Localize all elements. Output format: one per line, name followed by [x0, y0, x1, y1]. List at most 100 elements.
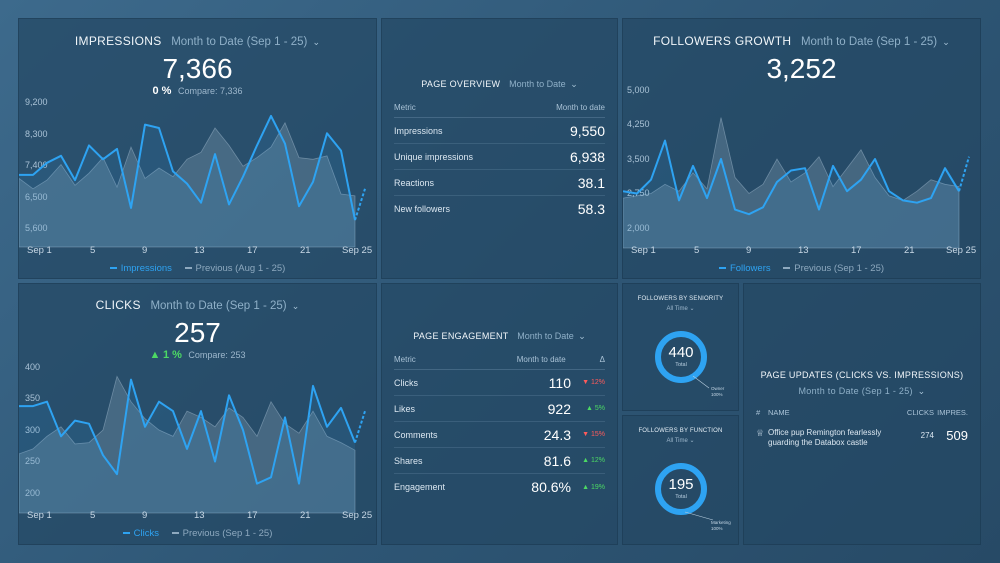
seniority-slice-pct: 100% — [711, 392, 723, 397]
legend-line-icon — [718, 267, 726, 270]
row-label: Engagement — [394, 482, 446, 492]
y-tick: 7,400 — [25, 160, 48, 170]
page-updates-title: PAGE UPDATES (CLICKS VS. IMPRESSIONS) — [760, 370, 964, 380]
projection-line — [354, 188, 366, 221]
impressions-compare-text: Compare: 7,336 — [177, 86, 243, 96]
impressions-legend: Impressions Previous (Aug 1 - 25) — [19, 263, 376, 274]
function-period-dropdown[interactable]: All Time ⌄ — [666, 438, 695, 444]
clicks-period-dropdown[interactable]: Month to Date (Sep 1 - 25) ⌄ — [150, 300, 299, 312]
y-tick: 250 — [25, 456, 40, 466]
page-overview-period-dropdown[interactable]: Month to Date ⌄ — [509, 79, 578, 89]
page-engagement-header: PAGE ENGAGEMENT Month to Date ⌄ — [382, 331, 617, 342]
x-tick: 9 — [746, 245, 752, 256]
page-engagement-panel: PAGE ENGAGEMENT Month to Date ⌄ Metric M… — [381, 283, 618, 545]
followers-growth-period-dropdown[interactable]: Month to Date (Sep 1 - 25) ⌄ — [801, 36, 950, 48]
x-tick: 13 — [194, 510, 205, 521]
impressions-period-dropdown[interactable]: Month to Date (Sep 1 - 25) ⌄ — [171, 36, 320, 48]
chevron-down-icon: ⌄ — [312, 37, 321, 47]
impressions-header: IMPRESSIONS Month to Date (Sep 1 - 25) ⌄ — [19, 34, 376, 48]
update-impressions: 509 — [946, 428, 968, 443]
x-tick: 5 — [90, 510, 96, 521]
table-row: Reactions 38.1 — [394, 170, 605, 196]
row-label: Reactions — [394, 177, 435, 188]
clicks-line-chart — [19, 375, 366, 514]
seniority-total-label: Total — [675, 362, 687, 368]
x-tick: 9 — [142, 245, 148, 256]
current-series-area — [19, 379, 355, 513]
y-tick: 8,300 — [25, 129, 48, 139]
y-tick: 400 — [25, 362, 41, 372]
donut-leader-line — [684, 511, 714, 521]
row-value: 80.6% — [531, 479, 571, 495]
col-metric: Metric — [394, 103, 416, 112]
page-overview-header: PAGE OVERVIEW Month to Date ⌄ — [382, 79, 617, 90]
x-tick: 13 — [798, 245, 809, 256]
row-label: Likes — [394, 403, 416, 414]
legend-line-icon — [184, 267, 192, 270]
chevron-down-icon: ⌄ — [291, 301, 300, 311]
impressions-period-label: Month to Date (Sep 1 - 25) — [171, 36, 308, 48]
col-month-to-date: Month to date — [556, 103, 605, 112]
current-series-line — [19, 378, 356, 485]
followers-growth-header: FOLLOWERS GROWTH Month to Date (Sep 1 - … — [623, 34, 980, 48]
row-label: Unique impressions — [394, 151, 474, 162]
col-month-to-date: Month to date — [516, 355, 566, 364]
previous-series-area — [623, 117, 960, 249]
function-donut-chart — [655, 463, 714, 521]
page-overview-title: PAGE OVERVIEW — [421, 79, 501, 89]
followers-growth-period-label: Month to Date (Sep 1 - 25) — [800, 36, 938, 48]
page-engagement-title: PAGE ENGAGEMENT — [413, 331, 509, 341]
chevron-down-icon: ⌄ — [570, 79, 578, 89]
table-header: Metric Month to date Δ — [394, 355, 605, 370]
col-delta: Δ — [599, 355, 605, 364]
x-tick: 17 — [247, 510, 258, 521]
row-label: New followers — [394, 204, 451, 214]
followers-by-seniority-panel: FOLLOWERS BY SENIORITY All Time ⌄ 440 To… — [622, 283, 739, 411]
followers-legend: Followers Previous (Sep 1 - 25) — [623, 263, 980, 274]
update-name[interactable]: Office pup Remington fearlessly guarding… — [768, 428, 902, 448]
y-tick: 2,000 — [627, 223, 650, 233]
legend-previous: Previous (Aug 1 - 25) — [195, 263, 286, 274]
col-impressions: IMPRES. — [937, 408, 968, 417]
legend-current: Clicks — [133, 528, 159, 539]
page-updates-period-dropdown[interactable]: Month to Date (Sep 1 - 25) ⌄ — [744, 386, 980, 397]
page-engagement-period-label: Month to Date — [517, 331, 574, 341]
impressions-change: 0 % — [152, 85, 172, 97]
page-engagement-period-dropdown[interactable]: Month to Date ⌄ — [517, 331, 586, 341]
x-tick: 17 — [247, 245, 258, 256]
clicks-change: 1 % — [162, 349, 182, 361]
x-tick: 5 — [90, 245, 96, 256]
x-tick: 13 — [194, 245, 205, 256]
impressions-title: IMPRESSIONS — [74, 34, 162, 48]
row-value: 6,938 — [569, 148, 605, 165]
seniority-period-label: All Time — [666, 306, 688, 312]
col-clicks: CLICKS — [906, 408, 934, 417]
seniority-period-dropdown[interactable]: All Time ⌄ — [666, 306, 695, 312]
clicks-legend: Clicks Previous (Sep 1 - 25) — [19, 528, 376, 539]
update-name-line2: guarding the Databox castle — [768, 438, 868, 447]
legend-line-icon — [109, 267, 117, 270]
table-header: Metric Month to date — [394, 103, 605, 118]
previous-series-area — [19, 375, 356, 514]
clicks-period-label: Month to Date (Sep 1 - 25) — [150, 300, 287, 312]
y-tick: 3,500 — [627, 154, 650, 164]
projection-line — [958, 156, 970, 192]
y-tick: 5,000 — [627, 85, 650, 95]
x-tick: 9 — [142, 510, 148, 521]
impressions-value: 7,366 — [162, 53, 233, 84]
x-tick: Sep 1 — [631, 245, 656, 256]
impressions-panel: IMPRESSIONS Month to Date (Sep 1 - 25) ⌄… — [18, 18, 377, 279]
col-name: NAME — [768, 408, 790, 417]
clicks-title: CLICKS — [95, 298, 141, 312]
page-updates-panel: PAGE UPDATES (CLICKS VS. IMPRESSIONS) Mo… — [743, 283, 981, 545]
current-series-line — [19, 114, 356, 221]
x-tick: Sep 25 — [342, 245, 373, 256]
x-tick: 21 — [300, 245, 311, 256]
x-tick: Sep 1 — [27, 510, 52, 521]
page-updates-header: # NAME CLICKS IMPRES. — [756, 408, 968, 417]
legend-line-icon — [122, 532, 130, 535]
x-tick: 21 — [904, 245, 915, 256]
table-row: Likes 922 ▲ 5% — [394, 396, 605, 422]
current-series-area — [19, 115, 355, 248]
followers-growth-value: 3,252 — [766, 53, 837, 84]
